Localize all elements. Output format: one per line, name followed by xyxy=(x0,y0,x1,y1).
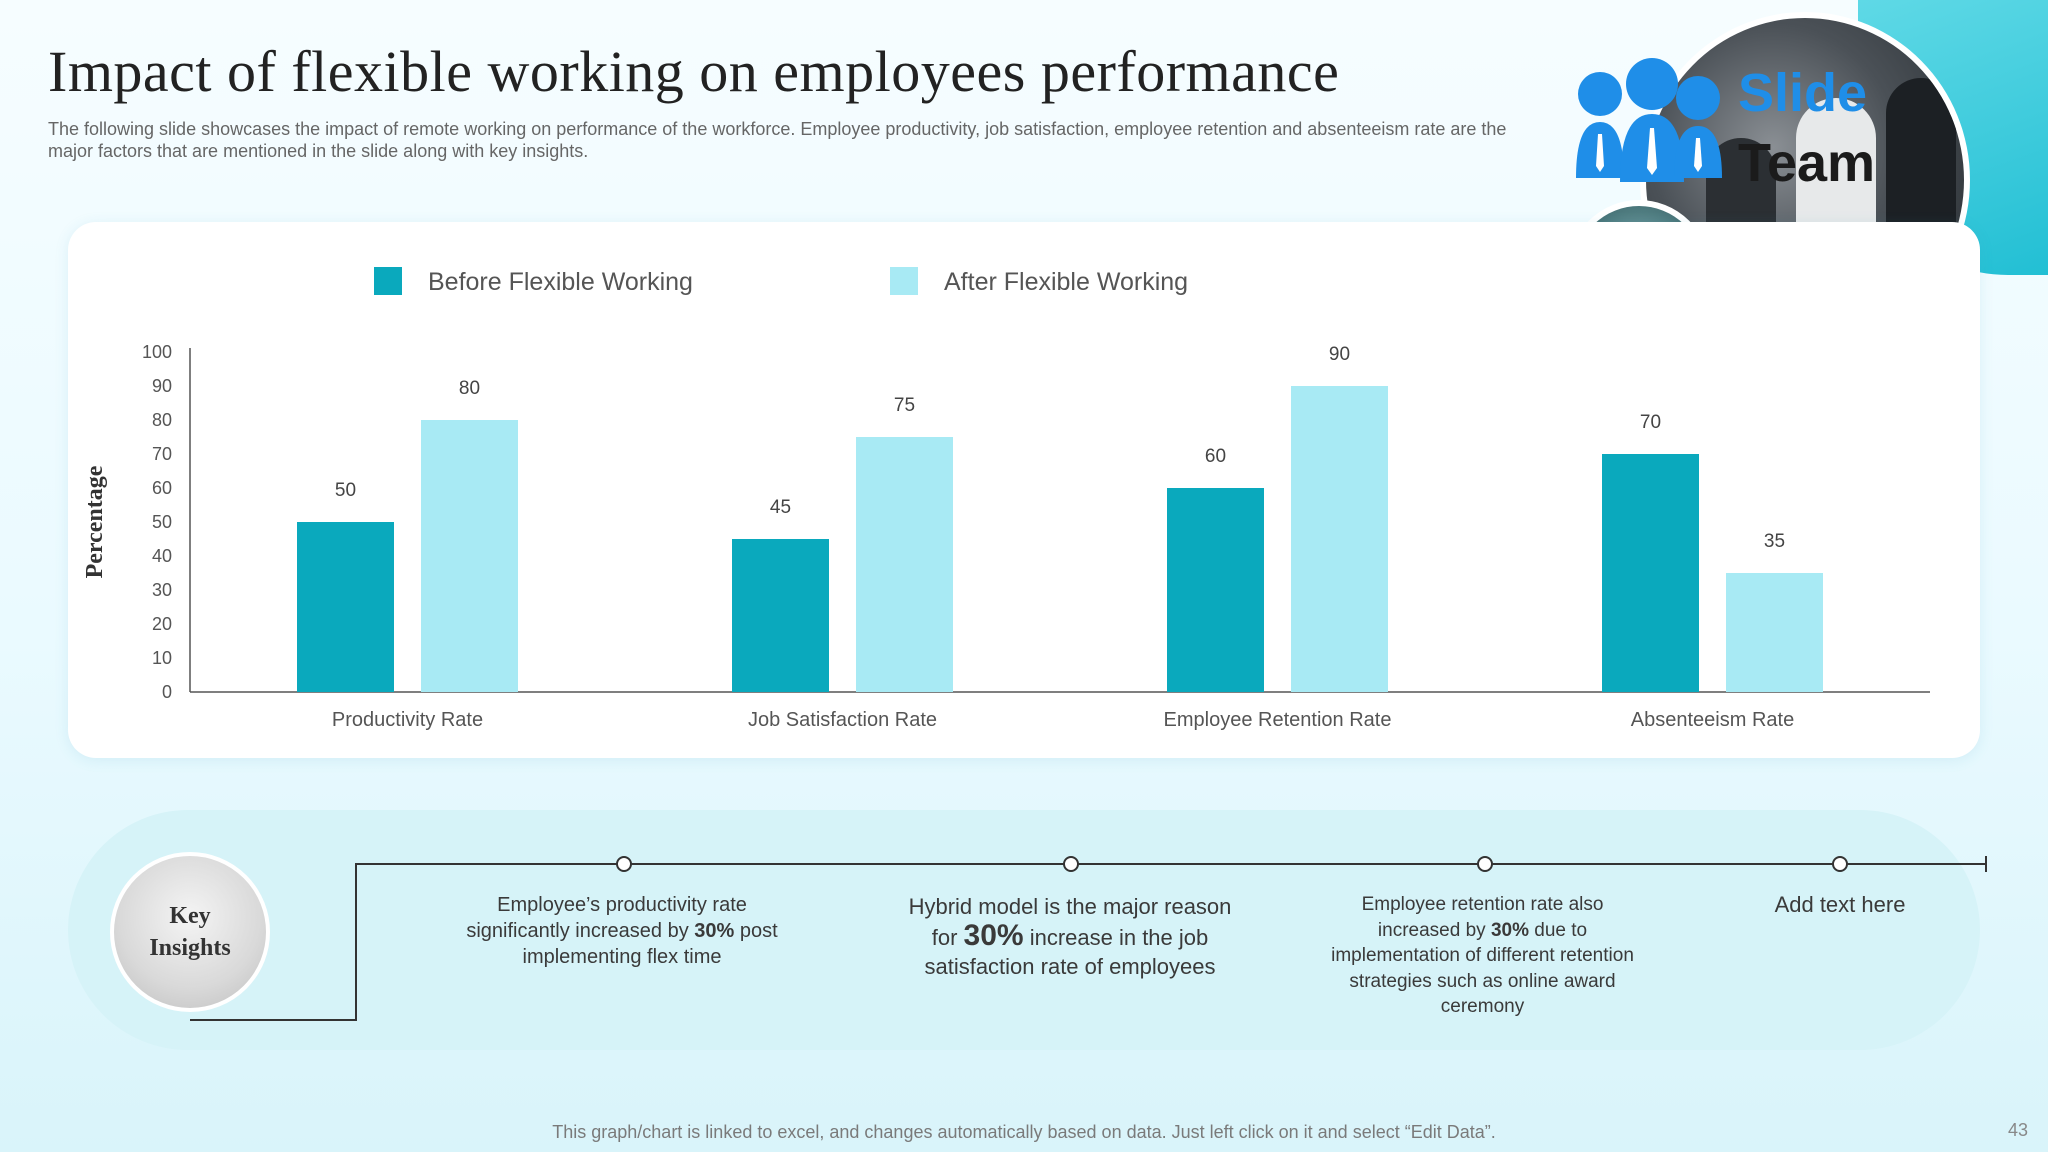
y-axis-label: Percentage xyxy=(82,465,108,578)
insight-retention: Employee retention rate also increased b… xyxy=(1331,894,1634,1017)
bar-value-label: 50 xyxy=(335,480,356,501)
y-tick-label: 30 xyxy=(152,580,172,600)
legend-label: After Flexible Working xyxy=(944,268,1188,296)
y-tick-label: 90 xyxy=(152,376,172,396)
bar xyxy=(1726,573,1823,692)
bar xyxy=(856,437,953,692)
x-category-label: Absenteeism Rate xyxy=(1631,709,1794,731)
y-tick-label: 80 xyxy=(152,410,172,430)
bar-value-label: 75 xyxy=(894,395,915,416)
bar-value-label: 80 xyxy=(459,378,480,399)
bar-value-label: 45 xyxy=(770,497,791,518)
bar xyxy=(297,522,394,692)
y-tick-label: 20 xyxy=(152,614,172,634)
page-number: 43 xyxy=(2007,1120,2028,1140)
x-category-label: Employee Retention Rate xyxy=(1164,709,1392,731)
bar xyxy=(421,420,518,692)
bar xyxy=(1167,488,1264,692)
logo-text-slide: Slide xyxy=(1738,63,1868,123)
x-category-label: Productivity Rate xyxy=(332,709,483,731)
bar-value-label: 35 xyxy=(1764,531,1785,552)
insight-placeholder[interactable]: Add text here xyxy=(1774,892,1906,917)
y-tick-label: 10 xyxy=(152,648,172,668)
y-tick-label: 50 xyxy=(152,512,172,532)
bar-value-label: 60 xyxy=(1205,446,1226,467)
y-tick-label: 70 xyxy=(152,444,172,464)
legend-label: Before Flexible Working xyxy=(428,268,693,296)
legend-swatch xyxy=(890,267,918,295)
footer-note: This graph/chart is linked to excel, and… xyxy=(552,1122,1496,1142)
y-tick-label: 100 xyxy=(142,342,172,362)
slideteam-logo-icon xyxy=(1576,58,1722,182)
slide-title: Impact of flexible working on employees … xyxy=(48,39,1340,104)
insight-productivity: Employee’s productivity rate significant… xyxy=(466,894,778,968)
bar xyxy=(732,539,829,692)
y-tick-label: 40 xyxy=(152,546,172,566)
chart-card: 0 10 20 30 40 50 60 70 80 90 100 Percentage 50 80 Prod… xyxy=(68,222,1980,758)
key-insights-badge: Key Insights xyxy=(110,852,270,1012)
bar-value-label: 70 xyxy=(1640,412,1661,433)
legend-swatch xyxy=(374,267,402,295)
insight-job-satisfaction: Hybrid model is the major reason for 30%… xyxy=(908,894,1232,979)
bar xyxy=(1602,454,1699,692)
bar xyxy=(1291,386,1388,692)
bar-value-label: 90 xyxy=(1329,344,1350,365)
x-category-label: Job Satisfaction Rate xyxy=(748,709,937,731)
y-tick-label: 60 xyxy=(152,478,172,498)
logo-text-team: Team xyxy=(1738,133,1876,193)
y-tick-label: 0 xyxy=(162,682,172,702)
key-insights-label: Key Insights xyxy=(149,903,231,961)
bar-chart[interactable]: 0 10 20 30 40 50 60 70 80 90 100 Percentage 50 80 Prod… xyxy=(68,222,1980,758)
slide-subtitle: The following slide showcases the impact… xyxy=(48,119,1507,161)
